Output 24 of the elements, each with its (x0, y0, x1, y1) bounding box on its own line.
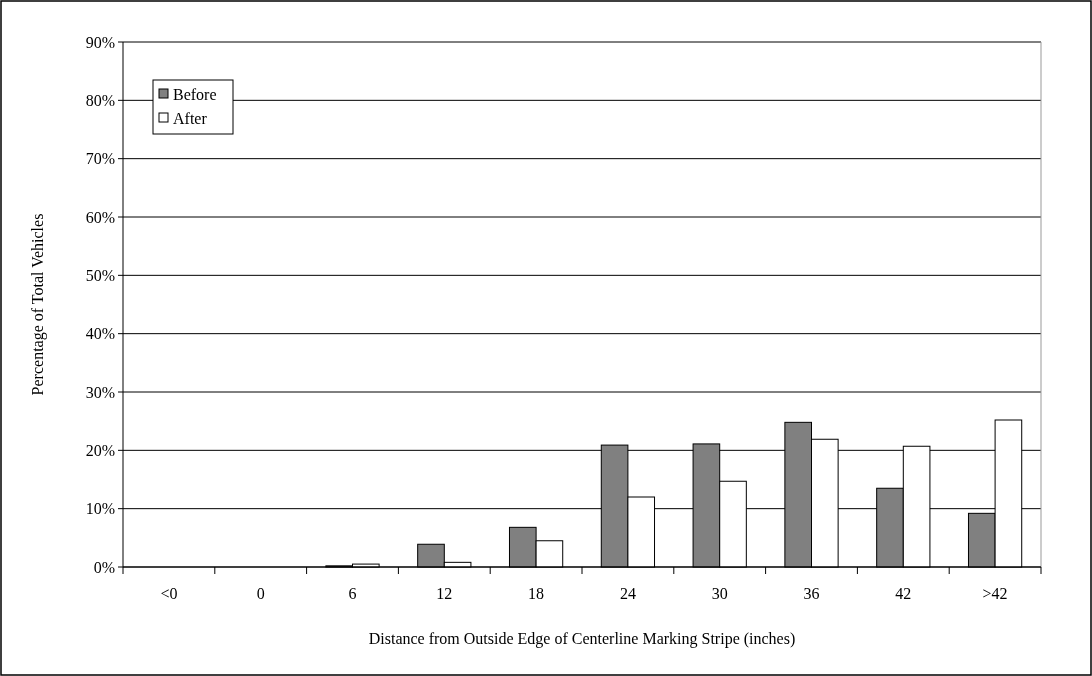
x-tick-label: 24 (619, 585, 636, 602)
y-tick-label: 20% (85, 441, 115, 459)
x-tick-label: >42 (982, 585, 1008, 602)
y-tick-label: 90% (85, 33, 115, 51)
y-tick-label: 80% (85, 91, 115, 109)
y-tick-label: 60% (85, 208, 115, 226)
y-tick-label: 50% (85, 266, 115, 284)
x-tick-label: <0 (160, 585, 178, 602)
x-tick-label: 36 (803, 585, 820, 602)
y-axis-title: Percentage of Total Vehicles (29, 213, 47, 396)
y-tick-label: 0% (93, 558, 115, 576)
y-tick-label: 70% (85, 150, 115, 168)
x-tick-label: 12 (436, 585, 453, 602)
x-tick-label: 42 (895, 585, 912, 602)
x-tick-label: 18 (528, 585, 545, 602)
x-tick-label: 6 (348, 585, 357, 602)
x-tick-label: 0 (256, 585, 265, 602)
x-tick-label: 30 (711, 585, 728, 602)
legend-label: Before (173, 85, 217, 103)
legend-label: After (173, 109, 208, 127)
x-axis-title: Distance from Outside Edge of Centerline Marking Stripe (inches) (368, 630, 796, 648)
y-tick-label: 30% (85, 383, 115, 401)
y-tick-label: 10% (85, 500, 115, 518)
y-tick-label: 40% (85, 325, 115, 343)
